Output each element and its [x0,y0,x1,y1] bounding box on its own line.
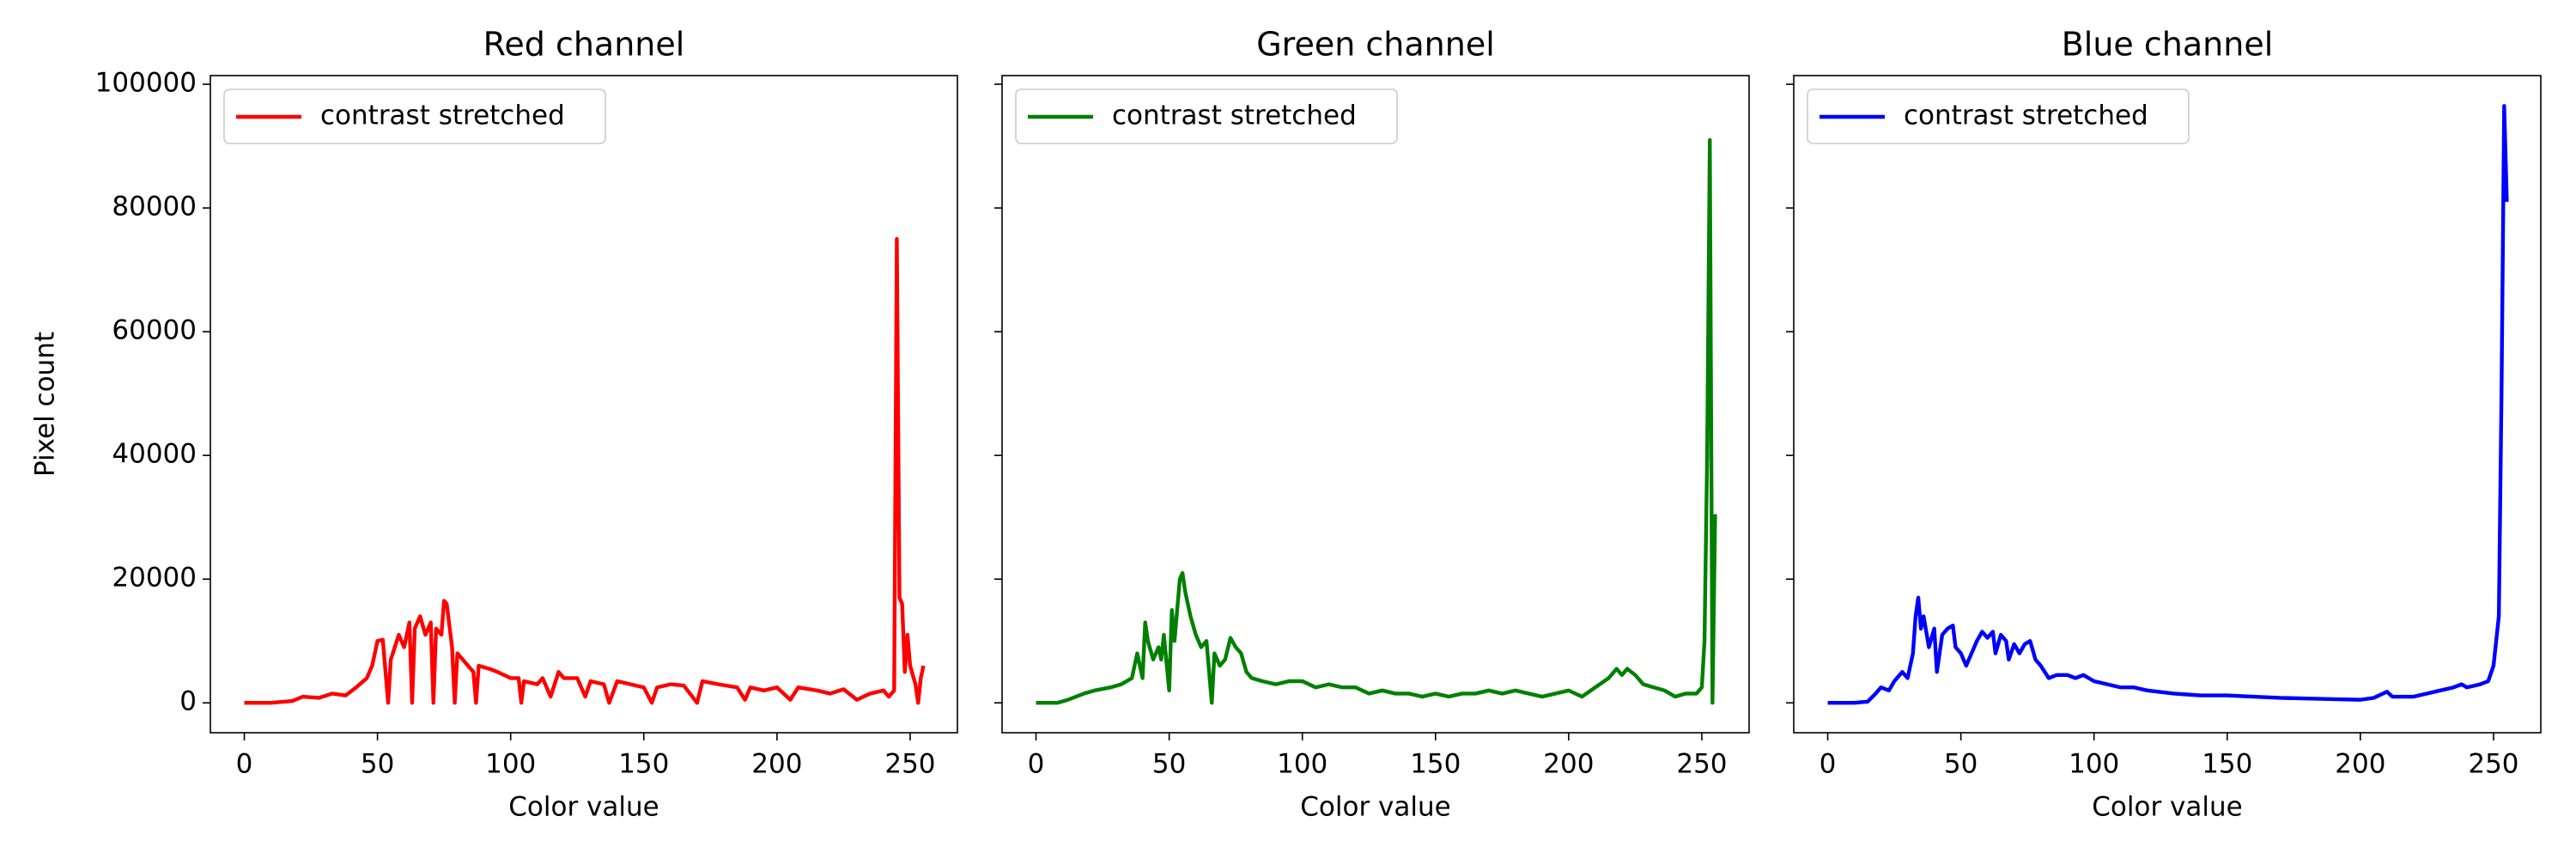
y-tick-label: 80000 [112,192,197,222]
legend-label: contrast stretched [320,101,565,131]
legend-box [223,88,606,144]
x-tick-label: 100 [1277,749,1327,780]
x-tick-label: 0 [1820,749,1837,780]
x-tick-label: 250 [1676,749,1727,780]
y-tick-label: 100000 [95,68,197,99]
y-tick-label: 20000 [112,563,197,594]
data-line [1036,137,1717,705]
x-tick-label: 0 [1028,749,1045,780]
x-axis-label: Color value [2092,792,2242,823]
chart-title: Blue channel [2062,26,2274,64]
x-tick-label: 50 [1152,749,1186,780]
x-tick-label: 150 [618,749,669,780]
legend-label: contrast stretched [1904,101,2148,131]
x-tick-label: 0 [236,749,253,780]
x-tick-label: 200 [1543,749,1594,780]
x-axis-label: Color value [508,792,659,823]
axes-frame [1001,75,1750,734]
axes-frame [1793,75,2542,734]
chart-title: Green channel [1256,26,1495,64]
x-tick-label: 250 [2468,749,2518,780]
chart-title: Red channel [483,26,685,64]
plot-area [1827,104,2509,705]
legend-box [1015,88,1398,144]
plot-area [244,236,926,705]
data-line [1827,104,2509,705]
x-tick-label: 150 [2202,749,2252,780]
x-tick-label: 200 [751,749,802,780]
x-tick-label: 100 [2069,749,2119,780]
legend-box [1807,88,2190,144]
y-tick-label: 0 [179,686,197,717]
x-tick-label: 200 [2335,749,2385,780]
y-axis-label: Pixel count [30,332,61,477]
legend-label: contrast stretched [1112,101,1357,131]
y-tick-label: 60000 [112,315,197,346]
x-tick-label: 50 [1944,749,1978,780]
axes-frame [210,75,958,734]
x-tick-label: 100 [485,749,536,780]
x-tick-label: 250 [884,749,935,780]
data-line [244,236,926,705]
y-tick-label: 40000 [112,439,197,470]
x-tick-label: 150 [1410,749,1461,780]
plot-area [1036,137,1717,705]
x-axis-label: Color value [1300,792,1450,823]
x-tick-label: 50 [361,749,394,780]
